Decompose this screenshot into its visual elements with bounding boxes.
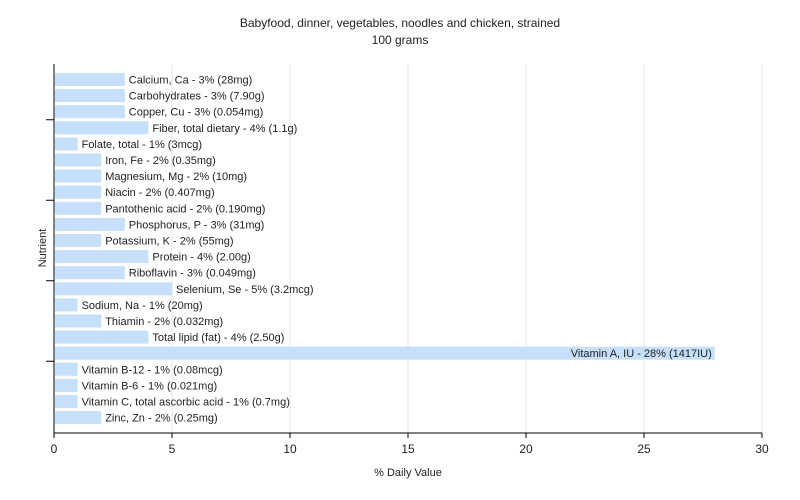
bar xyxy=(55,395,78,408)
y-axis-label: Nutrient xyxy=(37,229,49,268)
bar-label: Fiber, total dietary - 4% (1.1g) xyxy=(152,123,297,135)
bars: Calcium, Ca - 3% (28mg) Carbohydrates - 3… xyxy=(55,73,715,425)
x-tick-label: 25 xyxy=(637,442,651,456)
bar xyxy=(55,121,149,135)
x-tick-label: 0 xyxy=(51,442,58,456)
bar xyxy=(55,330,149,344)
bar-label: Thiamin - 2% (0.032mg) xyxy=(105,316,223,328)
bar xyxy=(55,169,102,183)
bar-label: Vitamin B-6 - 1% (0.021mg) xyxy=(82,380,218,392)
x-tick-label: 20 xyxy=(519,442,533,456)
bar-label: Zinc, Zn - 2% (0.25mg) xyxy=(105,413,217,425)
bar-label: Niacin - 2% (0.407mg) xyxy=(105,187,214,199)
bar-label: Copper, Cu - 3% (0.054mg) xyxy=(129,107,264,119)
bar-label: Total lipid (fat) - 4% (2.50g) xyxy=(152,332,284,344)
bar xyxy=(55,411,102,425)
chart-subtitle: 100 grams xyxy=(372,33,429,47)
bar xyxy=(55,105,125,119)
bar xyxy=(55,185,102,199)
x-axis-label: % Daily Value xyxy=(374,467,442,479)
x-tick-label: 15 xyxy=(401,442,415,456)
bar xyxy=(55,266,125,280)
bar xyxy=(55,234,102,247)
bar-label: Iron, Fe - 2% (0.35mg) xyxy=(105,155,216,167)
x-tick-label: 30 xyxy=(755,442,769,456)
bar-label: Magnesium, Mg - 2% (10mg) xyxy=(105,171,247,183)
bar xyxy=(55,378,78,392)
bar-label: Pantothenic acid - 2% (0.190mg) xyxy=(105,203,265,215)
bar-label: Folate, total - 1% (3mcg) xyxy=(82,139,202,151)
bar xyxy=(55,153,102,167)
bar-label: Vitamin A, IU - 28% (1417IU) xyxy=(571,348,712,360)
x-tick-label: 10 xyxy=(283,442,297,456)
bar-label: Vitamin C, total ascorbic acid - 1% (0.7… xyxy=(82,397,290,409)
bar-label: Carbohydrates - 3% (7.90g) xyxy=(129,91,265,103)
bar-label: Sodium, Na - 1% (20mg) xyxy=(82,300,203,312)
bar xyxy=(55,282,172,296)
bar-label: Vitamin B-12 - 1% (0.08mcg) xyxy=(82,364,223,376)
bar-label: Riboflavin - 3% (0.049mg) xyxy=(129,268,256,280)
bar-label: Phosphorus, P - 3% (31mg) xyxy=(129,219,265,231)
bar xyxy=(55,201,102,215)
bar-label: Potassium, K - 2% (55mg) xyxy=(105,236,233,248)
bar xyxy=(55,73,125,86)
x-ticks: 0 5 10 15 20 25 30 xyxy=(51,433,769,456)
bar-label: Calcium, Ca - 3% (28mg) xyxy=(129,75,252,87)
bar xyxy=(55,362,78,376)
bar-label: Protein - 4% (2.00g) xyxy=(152,252,250,264)
bar xyxy=(55,250,149,264)
x-tick-label: 5 xyxy=(169,442,176,456)
bar xyxy=(55,346,715,360)
grid xyxy=(46,64,763,433)
bar xyxy=(55,314,102,328)
chart-title: Babyfood, dinner, vegetables, noodles an… xyxy=(240,16,560,30)
bar xyxy=(55,298,78,312)
bar xyxy=(55,217,125,231)
bar xyxy=(55,137,78,151)
bar xyxy=(55,89,125,103)
bar-label: Selenium, Se - 5% (3.2mcg) xyxy=(176,284,314,296)
